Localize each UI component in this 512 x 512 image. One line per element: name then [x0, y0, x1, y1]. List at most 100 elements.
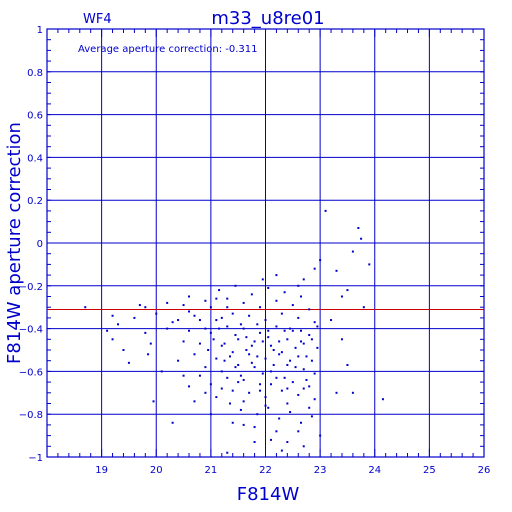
data-point: [218, 327, 221, 330]
data-point: [253, 441, 256, 444]
data-point: [188, 385, 191, 388]
data-point: [144, 331, 147, 334]
data-point: [234, 284, 237, 287]
panel-label: WF4: [83, 12, 112, 27]
data-point: [155, 312, 158, 315]
data-point: [250, 361, 253, 364]
data-point: [256, 413, 259, 416]
y-tick-label: 0.4: [27, 153, 43, 164]
data-point: [122, 349, 125, 351]
data-point: [215, 396, 218, 399]
data-point: [231, 421, 234, 424]
data-point: [212, 338, 215, 341]
data-point: [248, 391, 251, 394]
data-point: [297, 430, 300, 433]
data-point: [340, 295, 343, 298]
x-tick-label: 25: [423, 465, 436, 476]
data-point: [228, 402, 231, 405]
data-point: [313, 267, 316, 270]
data-point: [237, 363, 240, 366]
data-point: [259, 331, 262, 334]
data-point: [368, 263, 371, 266]
data-point: [302, 278, 305, 281]
data-point: [171, 421, 174, 424]
data-point: [269, 438, 272, 441]
x-axis-label: F814W: [237, 484, 300, 505]
data-point: [346, 363, 349, 366]
data-point: [220, 316, 223, 319]
data-point: [256, 355, 259, 358]
data-point: [193, 400, 196, 403]
data-point: [198, 319, 201, 322]
y-tick-label: 0: [37, 239, 43, 250]
y-tick-label: −0.8: [19, 410, 43, 421]
data-point: [335, 269, 338, 272]
data-point: [193, 314, 196, 317]
data-point: [261, 372, 264, 375]
data-point: [242, 400, 245, 403]
data-point: [209, 331, 212, 334]
data-point: [283, 329, 286, 332]
y-tick-label: 0.6: [27, 111, 43, 122]
data-point: [237, 338, 240, 341]
y-tick-label: 0.2: [27, 196, 43, 207]
data-point: [310, 415, 313, 418]
data-point: [239, 408, 242, 411]
data-point: [278, 353, 281, 356]
data-point: [313, 321, 316, 324]
data-point: [226, 297, 229, 300]
data-point: [269, 370, 272, 373]
data-point: [182, 304, 185, 307]
data-point: [319, 259, 322, 262]
data-point: [198, 342, 201, 345]
data-point: [286, 338, 289, 341]
data-point: [198, 374, 201, 377]
data-point: [360, 237, 363, 240]
data-point: [160, 370, 163, 373]
data-point: [289, 359, 292, 362]
data-point: [291, 304, 294, 307]
data-point: [242, 301, 245, 304]
data-point: [340, 338, 343, 341]
data-point: [220, 344, 223, 347]
data-point: [250, 344, 253, 347]
data-point: [259, 389, 262, 392]
data-point: [239, 374, 242, 377]
data-point: [152, 400, 155, 403]
data-point: [269, 344, 272, 347]
data-point: [310, 338, 313, 341]
data-point: [362, 306, 365, 309]
data-point: [204, 327, 207, 330]
data-point: [280, 351, 283, 354]
data-point: [177, 319, 180, 322]
data-point: [226, 451, 229, 454]
data-point: [237, 381, 240, 384]
y-tick-label: 1: [37, 25, 43, 36]
data-point: [245, 349, 248, 351]
data-point: [300, 421, 303, 424]
data-point: [267, 286, 270, 289]
data-point: [280, 312, 283, 315]
data-point: [223, 342, 226, 345]
data-point: [280, 449, 283, 452]
data-point: [357, 227, 360, 230]
y-tick-label: −0.6: [19, 367, 43, 378]
data-point: [234, 334, 237, 337]
data-point: [267, 329, 270, 332]
x-tick-label: 24: [368, 465, 381, 476]
data-point: [264, 319, 267, 322]
average-annotation: Average aperture correction: -0.311: [78, 44, 258, 55]
data-point: [330, 319, 333, 322]
data-point: [300, 340, 303, 343]
data-point: [286, 402, 289, 405]
data-point: [346, 289, 349, 292]
x-tick-label: 22: [259, 465, 272, 476]
x-tick-label: 20: [150, 465, 163, 476]
data-point: [182, 340, 185, 343]
data-point: [283, 376, 286, 379]
data-point: [305, 378, 308, 381]
data-point: [253, 340, 256, 343]
data-point: [166, 301, 169, 304]
data-point: [242, 327, 245, 330]
data-point: [272, 349, 275, 351]
